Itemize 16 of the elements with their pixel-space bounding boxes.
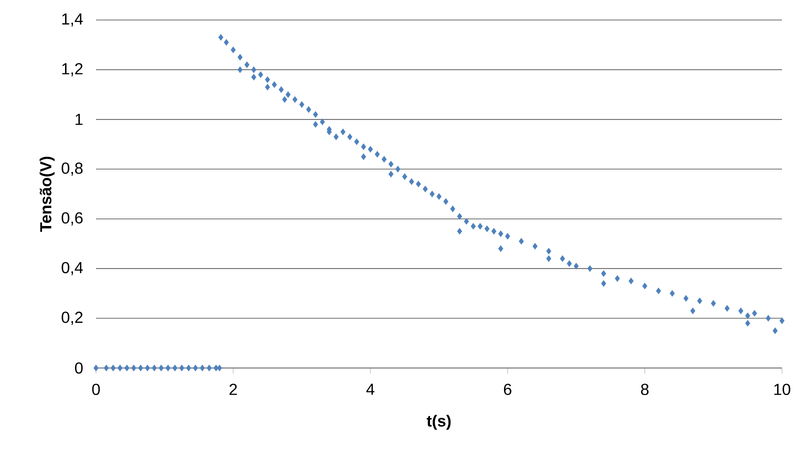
- y-tick-label: 0,2: [62, 312, 82, 325]
- x-tick-label: 6: [504, 384, 512, 396]
- x-axis-title: t(s): [426, 414, 451, 430]
- y-tick-label: 1,2: [62, 63, 82, 76]
- y-tick-label: 0,8: [62, 162, 83, 176]
- y-tick-label: 0,6: [62, 212, 83, 226]
- y-tick-label: 1,4: [62, 13, 83, 27]
- y-axis-title: Tensão(V): [40, 156, 55, 232]
- y-tick-label: 0: [75, 362, 83, 374]
- x-tick-label: 0: [92, 384, 100, 396]
- x-tick-label: 8: [641, 384, 649, 396]
- y-tick-label: 1: [76, 114, 83, 125]
- x-tick-label: 4: [366, 384, 374, 395]
- x-tick-label: 10: [774, 384, 790, 396]
- x-tick-label: 2: [230, 384, 237, 395]
- y-tick-label: 0,4: [62, 262, 83, 276]
